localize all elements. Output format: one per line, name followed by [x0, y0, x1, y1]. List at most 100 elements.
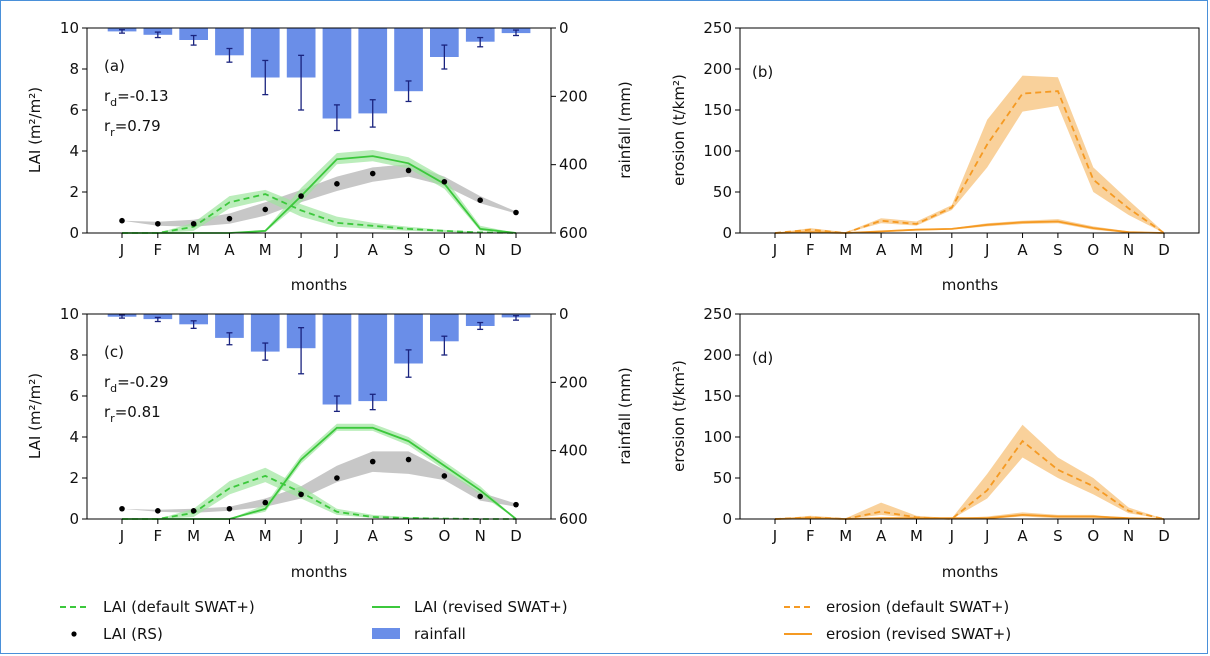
panel-d-ytick-label-3: 150: [703, 387, 732, 405]
panel-d-plot-frame: [739, 313, 1200, 520]
panel-a-stat-r: rr=0.79: [104, 117, 161, 139]
panel-c-lai-rs-point-0: [119, 505, 125, 512]
panel-a: 0 2 4 6 8 10 0 200 400 600 J F M A M J J A S O N D (a) rd=-0.…: [26, 19, 634, 294]
panel-a-y2tick-label-3: 600: [559, 224, 588, 242]
panel-b-xtick-label-9: O: [1087, 241, 1099, 259]
panel-c-rainfall-bar-1: [143, 314, 173, 320]
panel-c-y2label: rainfall (mm): [616, 367, 634, 465]
panel-c-lai-rs-point-11: [513, 501, 519, 508]
panel-c-ytick-label-5: 10: [60, 305, 79, 323]
panel-b-erosion-default-band: [775, 75, 1164, 233]
panel-d-xtick-label-1: F: [806, 527, 815, 545]
panel-c-rainfall-bar-10: [465, 314, 495, 326]
panel-c-rainfall-bar-2: [179, 314, 208, 325]
panel-c-series: [107, 314, 531, 520]
legend-label-rainfall: rainfall: [414, 625, 466, 643]
panel-a-series: [107, 28, 531, 234]
panel-b-ytick-label-0: 0: [722, 224, 732, 242]
panel-a-lai-rs-point-5: [298, 193, 304, 199]
panel-a-xtick-label-4: M: [259, 241, 272, 259]
panel-b-xtick-label-6: J: [984, 241, 989, 259]
panel-a-lai-rs-point-6: [334, 181, 340, 187]
panel-a-lai-rs-point-10: [477, 197, 483, 203]
panel-b-xtick-label-2: M: [839, 241, 852, 259]
panel-c-ytick-label-3: 6: [69, 387, 79, 405]
panel-b-erosion-default-line: [774, 90, 1165, 234]
panel-c-ytick-label-4: 8: [69, 346, 79, 364]
panel-d-xtick-label-3: A: [876, 527, 887, 545]
panel-a-lai-default-line: [122, 193, 517, 234]
panel-c-plot-frame: [86, 313, 552, 520]
panel-c: 0 2 4 6 8 10 0 200 400 600 J F M A M J J A S O N D (c) rd=-0.…: [26, 305, 634, 581]
panel-b-ylabel: erosion (t/km²): [670, 74, 688, 186]
legend-label-lai-default: LAI (default SWAT+): [103, 598, 255, 616]
panel-a-lai-default-band: [122, 189, 516, 233]
panel-a-rainfall-bar-10: [465, 28, 495, 42]
panel-d-ytick-label-2: 100: [703, 428, 732, 446]
panel-c-xtick-label-2: M: [187, 527, 200, 545]
panel-c-xtick-label-5: J: [298, 527, 303, 545]
panel-c-ytick-label-1: 2: [69, 469, 79, 487]
panel-a-xtick-label-7: A: [368, 241, 379, 259]
legend-label-erosion-revised: erosion (revised SWAT+): [826, 625, 1011, 643]
panel-c-xtick-label-11: D: [510, 527, 522, 545]
panel-d-xtick-label-7: A: [1017, 527, 1028, 545]
panel-d-xtick-label-10: N: [1123, 527, 1134, 545]
panel-a-xtick-label-11: D: [510, 241, 522, 259]
panel-a-xlabel: months: [291, 276, 348, 294]
panel-c-lai-rs-point-7: [369, 458, 376, 465]
panel-b-axes: 0 50 100 150 200 250 J F M A M J J A S O N D: [703, 19, 1200, 259]
panel-c-lai-rs-point-5: [298, 491, 304, 498]
panel-c-y2tick-label-3: 600: [559, 510, 588, 528]
panel-b-xtick-label-0: J: [772, 241, 777, 259]
legend-label-lai-revised: LAI (revised SWAT+): [414, 598, 568, 616]
panel-a-lai-rs-point-3: [226, 215, 233, 222]
legend: LAI (default SWAT+) LAI (RS) LAI (revise…: [60, 598, 1011, 643]
panel-d-ytick-label-4: 200: [703, 346, 732, 364]
panel-b-xtick-label-10: N: [1123, 241, 1134, 259]
panel-d-axes: 0 50 100 150 200 250 J F M A M J J A S O N D: [703, 305, 1200, 545]
panel-b-xtick-label-1: F: [806, 241, 815, 259]
panel-c-stat-r: rr=0.81: [104, 403, 161, 425]
panel-d-series: [774, 424, 1165, 520]
panel-c-xlabel: months: [291, 563, 348, 581]
panel-c-xtick-label-3: A: [224, 527, 235, 545]
panel-d-label: (d): [752, 349, 773, 367]
panel-a-xtick-label-6: J: [334, 241, 339, 259]
panel-b-ytick-label-2: 100: [703, 142, 732, 160]
panel-a-rainfall-bar-6: [322, 28, 352, 119]
panel-d-xtick-label-2: M: [839, 527, 852, 545]
panel-a-y2tick-label-0: 0: [559, 19, 569, 37]
panel-a-lai-rs-band: [122, 164, 516, 227]
panel-c-lai-rs-point-4: [262, 499, 269, 506]
legend-label-lai-rs: LAI (RS): [103, 625, 163, 643]
panel-d-erosion-default-band: [775, 424, 1164, 519]
panel-c-rainfall-bar-3: [215, 314, 244, 338]
panel-d-ytick-label-0: 0: [722, 510, 732, 528]
panel-b: 0 50 100 150 200 250 J F M A M J J A S O N D (b) months e…: [670, 19, 1200, 294]
panel-c-ylabel: LAI (m²/m²): [26, 373, 44, 459]
panel-c-y2tick-label-2: 400: [559, 442, 588, 460]
panel-b-xlabel: months: [942, 276, 999, 294]
panel-c-label: (c): [104, 343, 124, 361]
panel-b-xtick-label-8: S: [1053, 241, 1063, 259]
panel-c-rainfall-bar-7: [358, 314, 388, 402]
panel-c-xtick-label-10: N: [475, 527, 486, 545]
panel-b-xtick-label-3: A: [876, 241, 887, 259]
panel-a-lai-rs-point-7: [369, 170, 376, 177]
panel-d-xtick-label-6: J: [984, 527, 989, 545]
panel-d-xtick-label-0: J: [772, 527, 777, 545]
panel-a-rainfall-bar-2: [179, 28, 208, 40]
legend-swatch-rainfall: [372, 628, 400, 639]
panel-b-xtick-label-7: A: [1017, 241, 1028, 259]
panel-d-ylabel: erosion (t/km²): [670, 360, 688, 472]
panel-b-xtick-label-11: D: [1158, 241, 1170, 259]
panel-d-xtick-label-4: M: [910, 527, 923, 545]
panel-c-xtick-label-9: O: [438, 527, 450, 545]
panel-b-ytick-label-3: 150: [703, 101, 732, 119]
panel-c-lai-rs-point-2: [190, 508, 197, 514]
panel-c-lai-rs-point-8: [405, 456, 412, 463]
panel-c-xtick-label-4: M: [259, 527, 272, 545]
